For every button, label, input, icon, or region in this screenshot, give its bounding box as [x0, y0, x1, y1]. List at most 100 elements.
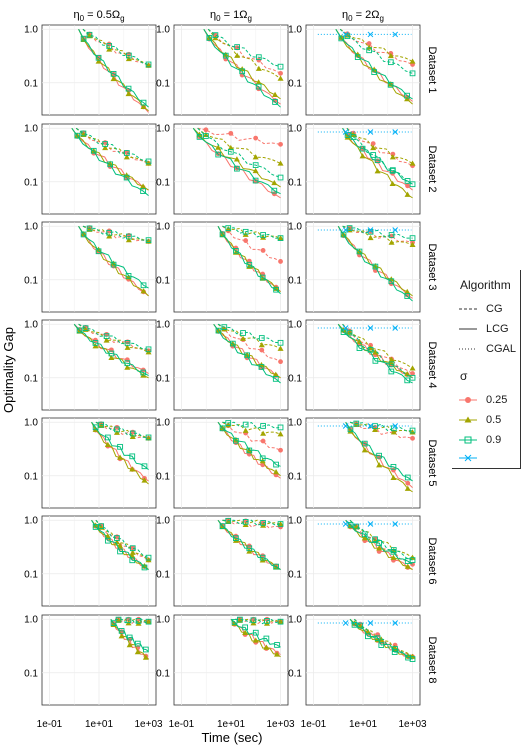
marker-square — [103, 333, 110, 339]
marker-square — [225, 225, 232, 231]
y-tick-label: 0.1 — [156, 471, 170, 482]
marker-square — [390, 548, 397, 555]
marker-circle — [278, 259, 283, 264]
marker-triangle — [252, 154, 259, 160]
marker-square — [255, 54, 262, 61]
marker-square — [140, 282, 147, 289]
marker-square — [258, 364, 265, 370]
y-tick-label: 0.1 — [288, 275, 302, 286]
marker-square — [273, 286, 279, 293]
x-tick-label: 1e+01 — [217, 719, 246, 730]
cg-line — [222, 225, 281, 239]
dashed-line-icon — [459, 308, 477, 310]
marker-circle — [410, 371, 415, 376]
marker-triangle — [263, 644, 270, 650]
marker-cross — [392, 521, 399, 527]
lcg-line — [91, 421, 149, 471]
cg-line — [339, 28, 413, 62]
y-tick-label: 1.0 — [24, 222, 38, 233]
marker-square — [145, 237, 152, 243]
legend-label-lcg: LCG — [486, 323, 509, 335]
marker-circle — [278, 447, 283, 453]
marker-cross — [342, 129, 349, 135]
marker-square — [350, 134, 357, 140]
marker-triangle — [252, 167, 259, 174]
marker-triangle — [244, 351, 251, 357]
marker-triangle — [124, 364, 131, 370]
y-tick-label: 1.0 — [24, 124, 38, 135]
marker-triangle — [390, 554, 397, 560]
marker-square — [118, 628, 125, 634]
x-tick-label: 1e-01 — [37, 719, 63, 730]
marker-square — [374, 157, 381, 164]
marker-square — [80, 130, 87, 137]
marker-square — [263, 635, 270, 642]
marker-square — [95, 248, 102, 255]
marker-square — [237, 616, 243, 623]
marker-triangle — [344, 32, 351, 38]
marker-triangle — [92, 522, 99, 528]
cg-line — [346, 127, 413, 164]
marker-cross — [367, 31, 374, 38]
marker-triangle — [125, 237, 132, 243]
y-tick-label: 0.1 — [156, 177, 170, 188]
marker-square — [277, 521, 284, 527]
marker-square — [229, 340, 236, 347]
y-tick-label: 1.0 — [156, 615, 170, 626]
cg-line — [349, 519, 413, 559]
marker-triangle — [372, 349, 379, 355]
marker-square — [404, 377, 411, 384]
marker-square — [277, 174, 284, 181]
marker-square — [372, 263, 379, 270]
marker-square — [110, 70, 117, 77]
panel: 1.0 0.1 — [24, 24, 157, 116]
marker-triangle — [353, 524, 360, 530]
marker-triangle — [404, 563, 411, 569]
marker-triangle — [409, 160, 416, 166]
legend-label-cgal: CGAL — [486, 343, 516, 355]
marker-cross — [367, 227, 374, 233]
cg-line — [342, 323, 413, 379]
marker-square — [272, 99, 278, 105]
y-tick-label: 0.1 — [24, 78, 38, 89]
marker-square — [212, 32, 219, 38]
marker-triangle — [404, 288, 411, 294]
marker-triangle — [227, 144, 234, 151]
marker-circle — [130, 545, 136, 551]
y-tick-label: 0.1 — [156, 668, 170, 679]
marker-triangle — [409, 365, 416, 371]
cg-line — [75, 127, 149, 164]
marker-square — [123, 174, 130, 181]
marker-triangle — [389, 154, 396, 160]
marker-square — [123, 150, 130, 156]
cg-line — [82, 28, 149, 66]
marker-triangle — [272, 371, 279, 377]
marker-triangle — [258, 342, 265, 348]
marker-triangle — [370, 144, 377, 151]
marker-triangle — [134, 649, 141, 655]
marker-square — [242, 421, 249, 428]
cg-line — [82, 28, 149, 65]
marker-square — [271, 187, 278, 194]
column-header: η0 = 0.5Ωg — [73, 9, 124, 23]
marker-square — [361, 440, 368, 447]
panel: 1.0 0.1 — [288, 614, 421, 706]
lcg-line — [230, 618, 281, 648]
cg-line — [342, 323, 413, 374]
marker-cross — [342, 423, 349, 429]
row-strip — [421, 124, 443, 214]
row-label: Dataset 1 — [426, 46, 438, 93]
marker-square — [107, 161, 114, 168]
marker-cross — [342, 521, 349, 527]
marker-triangle — [409, 58, 416, 64]
marker-triangle — [372, 263, 379, 269]
marker-triangle — [140, 288, 147, 294]
marker-square — [225, 517, 232, 524]
marker-circle — [253, 178, 259, 184]
y-tick-label: 0.1 — [24, 373, 38, 384]
marker-triangle — [361, 447, 368, 453]
marker-square — [92, 524, 99, 530]
y-tick-label: 0.1 — [288, 569, 302, 580]
y-tick-label: 0.1 — [156, 569, 170, 580]
marker-triangle — [277, 160, 284, 166]
